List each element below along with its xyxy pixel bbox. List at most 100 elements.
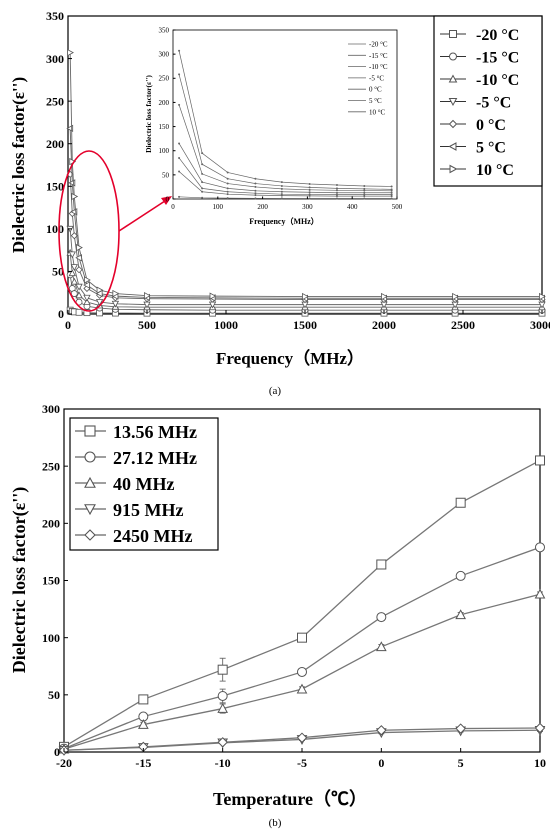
inset-point-0-c: [178, 103, 181, 106]
panel-a-point-10-c: [68, 269, 76, 277]
inset-point-5-c: [308, 186, 311, 189]
panel-a: 0500100015002000250030000501001502002503…: [9, 9, 550, 397]
inset-point-20-c: [363, 197, 366, 200]
panel-a-point-10-c: [112, 289, 120, 298]
panel-b-legend: 13.56 MHz 27.12 MHz 40 MHz 915 MHz 2450 MHz: [69, 417, 219, 551]
panel-a-point-5-c: [83, 281, 90, 289]
panel-a-legend-label: -15 °C: [476, 50, 519, 67]
panel-b-x-tick-label: -10: [215, 756, 231, 770]
inset-point-5-c: [308, 191, 311, 194]
panel-b-legend-marker: [84, 476, 96, 488]
inset-point-10-c: [390, 193, 393, 196]
panel-a-series-group: [66, 48, 546, 317]
panel-b-y-tick-label: 0: [54, 745, 60, 759]
panel-a-y-tick-label: 200: [46, 137, 64, 151]
panel-b-legend-marker: [84, 504, 96, 516]
panel-a-y-tick-label: 50: [52, 265, 64, 279]
inset-point-5-c: [363, 191, 366, 194]
inset-point-5-c: [280, 190, 283, 193]
panel-b-point-13-56-mhz: [535, 455, 545, 466]
panel-b-point-2450-mhz: [217, 737, 228, 748]
panel-a-y-axis-label: Dielectric loss factor(ε''): [9, 77, 28, 253]
inset-y-tick-label: 250: [159, 75, 170, 83]
inset-point-10-c: [178, 156, 181, 159]
panel-a-point-10-c: [452, 292, 459, 301]
inset-point-0-c: [363, 189, 366, 192]
inset-point-15-c: [254, 194, 257, 197]
panel-b-y-tick-label: 250: [42, 459, 60, 473]
inset-point-5-c: [390, 191, 393, 194]
inset-point-0-c: [226, 182, 229, 185]
panel-a-x-tick-label: 0: [65, 318, 71, 332]
inset-point-0-c: [280, 187, 283, 190]
inset-point-20-c: [390, 197, 393, 200]
panel-b-point-27-12-mhz: [297, 666, 307, 677]
inset-point-10-c: [178, 49, 181, 52]
panel-b-legend-label: 2450 MHz: [113, 526, 192, 546]
panel-b-point-2450-mhz: [455, 723, 466, 734]
panel-b-legend-label: 915 MHz: [113, 500, 183, 520]
panel-a-legend-label: -20 °C: [476, 27, 519, 44]
panel-a-legend-label: 0 °C: [476, 117, 506, 134]
inset-axes: 0 100 200 300 400 500 0 50 100 150 200 250 300 350: [159, 26, 403, 211]
inset-x-axis-label: Frequency（MHz）: [249, 216, 319, 226]
panel-b-y-tick-label: 200: [42, 517, 60, 531]
inset-legend-label: 0 °C: [369, 86, 382, 94]
inset-x-tick-label: 200: [257, 203, 268, 211]
panel-a-x-tick-label: 1500: [293, 318, 317, 332]
panel-a-point-5-c: [83, 294, 91, 302]
panel-a-legend-label: -10 °C: [476, 72, 519, 89]
panel-a-legend-marker: [448, 74, 458, 83]
panel-a-point-10-c: [84, 276, 91, 284]
panel-a-point-20-c: [75, 308, 83, 316]
inset-point-20-c: [178, 195, 181, 198]
panel-b-x-tick-label: 10: [534, 756, 546, 770]
panel-b-point-13-56-mhz: [297, 632, 307, 643]
panel-b-x-tick-label: 5: [458, 756, 464, 770]
inset-point-5-c: [335, 191, 338, 194]
panel-a-point-10-c: [76, 243, 83, 252]
inset-point-0-c: [254, 185, 257, 188]
inset-point-5-c: [226, 187, 229, 190]
panel-b-point-13-56-mhz: [376, 559, 387, 570]
inset-x-tick-label: 100: [213, 203, 224, 211]
inset-point-10-c: [280, 193, 283, 196]
panel-b-legend-marker: [84, 451, 96, 463]
panel-b-legend-label: 40 MHz: [113, 474, 174, 494]
inset-point-0-c: [308, 188, 311, 191]
panel-a-point-10-c: [83, 298, 91, 306]
panel-b-point-40-mhz: [137, 719, 149, 729]
panel-a-point-0-c: [75, 266, 83, 274]
inset-point-5-c: [254, 182, 257, 185]
panel-a-point-10-c: [381, 292, 388, 301]
panel-b-x-axis-label: Temperature（℃）: [213, 789, 367, 809]
panel-a-caption: (a): [269, 385, 282, 397]
panel-a-point-5-c: [95, 299, 104, 306]
panel-b-point-40-mhz: [217, 703, 229, 713]
panel-a-point-15-c: [75, 298, 83, 306]
panel-b-x-tick-label: -5: [297, 756, 307, 770]
inset-legend-label: 5 °C: [369, 97, 382, 105]
inset-point-15-c: [308, 194, 311, 197]
panel-a-x-tick-label: 2000: [372, 318, 396, 332]
inset-point-15-c: [226, 193, 229, 196]
panel-a-x-tick-label: 1000: [214, 318, 238, 332]
panel-b-y-tick-label: 300: [42, 402, 60, 416]
inset-point-5-c: [363, 187, 366, 190]
panel-b-y-tick-label: 50: [48, 688, 60, 702]
inset-x-tick-label: 400: [347, 203, 358, 211]
inset-legend-label: -10 °C: [369, 63, 388, 71]
panel-a-x-tick-label: 500: [138, 318, 156, 332]
panel-b-point-27-12-mhz: [376, 612, 387, 623]
inset-y-tick-label: 300: [159, 51, 170, 59]
inset-point-10-c: [201, 152, 204, 155]
annotation-arrow-line: [118, 198, 169, 232]
inset-legend-label: 10 °C: [369, 108, 386, 116]
inset-point-0-c: [390, 189, 393, 192]
panel-b-point-13-56-mhz: [217, 664, 228, 675]
inset-point-20-c: [201, 196, 204, 199]
panel-a-legend-marker: [448, 119, 458, 129]
panel-a-point-10-c: [302, 292, 309, 301]
panel-a-line-5-c: [69, 228, 542, 306]
panel-b-y-axis-label: Dielectric loss factor(ε''): [9, 487, 30, 674]
